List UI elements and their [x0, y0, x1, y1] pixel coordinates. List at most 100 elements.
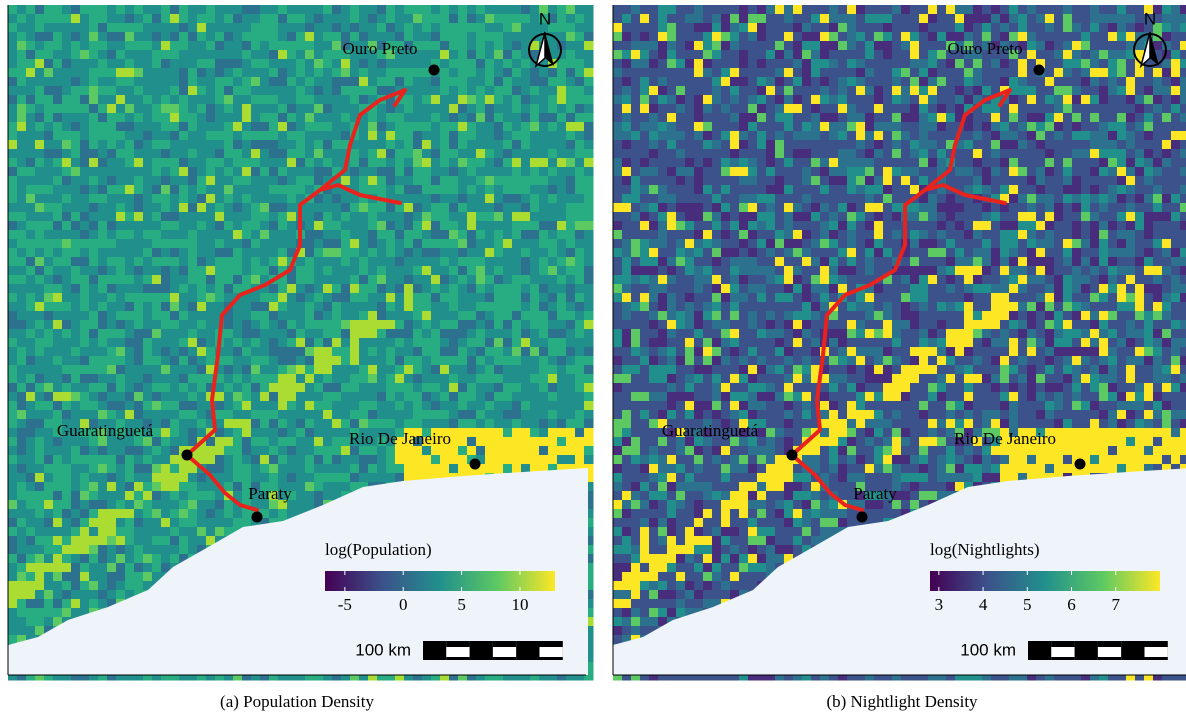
- map-pixel: [332, 392, 342, 402]
- map-pixel: [476, 365, 486, 375]
- map-pixel: [134, 275, 144, 285]
- map-pixel: [476, 284, 486, 294]
- map-pixel: [35, 266, 45, 276]
- map-pixel: [8, 617, 18, 627]
- map-pixel: [494, 428, 504, 438]
- map-pixel: [296, 131, 306, 141]
- map-pixel: [584, 275, 594, 285]
- city-dot: [429, 65, 440, 76]
- map-pixel: [530, 104, 540, 114]
- map-pixel: [359, 14, 369, 24]
- map-pixel: [206, 131, 216, 141]
- map-pixel: [44, 401, 54, 411]
- map-pixel: [539, 347, 549, 357]
- map-pixel: [539, 113, 549, 123]
- map-pixel: [233, 50, 243, 60]
- map-pixel: [80, 590, 90, 600]
- map-pixel: [368, 5, 378, 15]
- map-pixel: [323, 482, 333, 492]
- map-pixel: [98, 392, 108, 402]
- map-pixel: [584, 320, 594, 330]
- map-pixel: [188, 50, 198, 60]
- map-pixel: [431, 176, 441, 186]
- map-pixel: [26, 338, 36, 348]
- map-pixel: [206, 221, 216, 231]
- map-pixel: [395, 383, 405, 393]
- map-pixel: [116, 86, 126, 96]
- map-pixel: [269, 266, 279, 276]
- map-pixel: [503, 401, 513, 411]
- map-pixel: [566, 32, 576, 42]
- map-pixel: [125, 464, 135, 474]
- map-pixel: [530, 239, 540, 249]
- map-pixel: [566, 113, 576, 123]
- map-pixel: [386, 230, 396, 240]
- map-pixel: [323, 491, 333, 501]
- map-pixel: [521, 248, 531, 258]
- map-pixel: [422, 293, 432, 303]
- map-pixel: [134, 257, 144, 267]
- map-pixel: [161, 77, 171, 87]
- map-pixel: [485, 329, 495, 339]
- map-pixel: [260, 455, 270, 465]
- map-pixel: [170, 41, 180, 51]
- map-pixel: [557, 104, 567, 114]
- map-pixel: [269, 5, 279, 15]
- map-pixel: [71, 23, 81, 33]
- map-pixel: [386, 149, 396, 159]
- map-pixel: [206, 203, 216, 213]
- map-pixel: [575, 212, 585, 222]
- map-pixel: [386, 122, 396, 132]
- map-pixel: [107, 59, 117, 69]
- map-pixel: [431, 311, 441, 321]
- map-pixel: [134, 284, 144, 294]
- map-pixel: [8, 266, 18, 276]
- map-pixel: [1099, 5, 1109, 15]
- map-pixel: [215, 203, 225, 213]
- map-pixel: [521, 419, 531, 429]
- map-pixel: [215, 158, 225, 168]
- map-pixel: [134, 347, 144, 357]
- map-pixel: [458, 401, 468, 411]
- map-pixel: [404, 149, 414, 159]
- map-pixel: [197, 284, 207, 294]
- map-pixel: [404, 338, 414, 348]
- map-pixel: [116, 383, 126, 393]
- map-pixel: [566, 50, 576, 60]
- map-pixel: [71, 392, 81, 402]
- map-pixel: [107, 554, 117, 564]
- map-pixel: [530, 230, 540, 240]
- map-pixel: [530, 374, 540, 384]
- map-pixel: [413, 68, 423, 78]
- map-pixel: [431, 356, 441, 366]
- map-pixel: [170, 401, 180, 411]
- map-pixel: [377, 239, 387, 249]
- map-pixel: [143, 59, 153, 69]
- map-pixel: [134, 41, 144, 51]
- map-pixel: [161, 365, 171, 375]
- map-pixel: [242, 203, 252, 213]
- map-pixel: [188, 383, 198, 393]
- map-pixel: [296, 320, 306, 330]
- map-pixel: [440, 104, 450, 114]
- map-pixel: [26, 167, 36, 177]
- map-pixel: [17, 590, 27, 600]
- map-pixel: [71, 410, 81, 420]
- map-pixel: [341, 239, 351, 249]
- map-pixel: [512, 338, 522, 348]
- map-pixel: [548, 329, 558, 339]
- map-pixel: [224, 275, 234, 285]
- map-pixel: [575, 59, 585, 69]
- map-pixel: [44, 365, 54, 375]
- map-pixel: [188, 410, 198, 420]
- map-pixel: [152, 446, 162, 456]
- map-pixel: [449, 410, 459, 420]
- map-pixel: [323, 311, 333, 321]
- map-pixel: [494, 455, 504, 465]
- map-pixel: [98, 176, 108, 186]
- map-pixel: [224, 518, 234, 528]
- map-pixel: [404, 329, 414, 339]
- map-pixel: [206, 347, 216, 357]
- map-pixel: [305, 455, 315, 465]
- map-pixel: [161, 167, 171, 177]
